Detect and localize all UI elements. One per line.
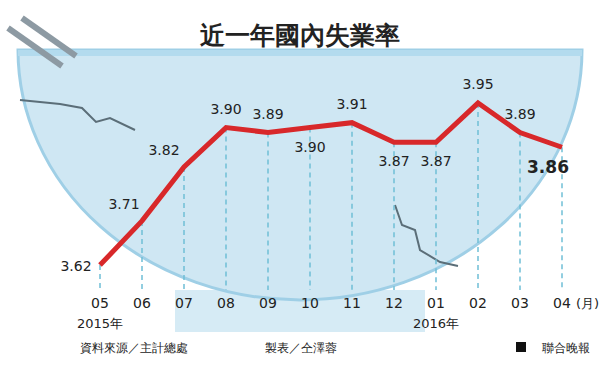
source: 資料來源／主計總處 xyxy=(80,341,188,355)
guide-line xyxy=(267,133,269,290)
publisher-square xyxy=(516,342,526,352)
data-label: 3.89 xyxy=(252,106,283,122)
x-tick-label: 09 xyxy=(259,295,277,311)
guide-line xyxy=(477,103,479,290)
plot-area xyxy=(100,103,562,290)
data-label: 3.87 xyxy=(378,153,409,169)
credit: 製表／仝澤蓉 xyxy=(265,341,337,355)
background xyxy=(0,0,600,388)
data-label: 3.71 xyxy=(108,196,139,212)
x-tick-label: 04 xyxy=(553,295,571,311)
chopstick xyxy=(22,18,76,56)
data-label: 3.90 xyxy=(210,101,241,117)
guide-line xyxy=(225,128,227,290)
data-label: 3.90 xyxy=(294,139,325,155)
guide-line xyxy=(519,133,521,290)
guide-line xyxy=(99,265,101,290)
bowl-band xyxy=(18,50,582,56)
crack xyxy=(20,100,135,130)
x-tick-label: 07 xyxy=(175,295,193,311)
guide-line xyxy=(141,221,143,290)
x-tick-label: 08 xyxy=(217,295,235,311)
guide-line xyxy=(183,167,185,290)
bowl-rim xyxy=(18,50,582,300)
x-tick-label: 12 xyxy=(385,295,403,311)
title: 近一年國內失業率 xyxy=(200,21,400,50)
chopstick xyxy=(8,28,62,66)
data-label: 3.62 xyxy=(60,258,91,274)
year-annotation: 2016年 xyxy=(413,316,459,331)
bowl xyxy=(18,50,582,300)
x-tick-label: 03 xyxy=(511,295,529,311)
guide-line xyxy=(351,123,353,290)
x-tick-label: 11 xyxy=(343,295,361,311)
chart-svg: 近一年國內失業率 3.62 3.71 3.82 3.90 3.89 3.90 3.91 3.87… xyxy=(0,0,600,388)
data-label: 3.91 xyxy=(336,96,367,112)
year-annotation: 2015年 xyxy=(77,316,123,331)
x-axis-label: (月) xyxy=(576,296,599,311)
data-label: 3.89 xyxy=(504,106,535,122)
crack xyxy=(395,205,458,266)
x-tick-label: 10 xyxy=(301,295,319,311)
data-label: 3.95 xyxy=(462,76,493,92)
line xyxy=(100,103,562,265)
x-tick-label: 02 xyxy=(469,295,487,311)
x-tick-label: 01 xyxy=(427,295,445,311)
x-tick-label: 05 xyxy=(91,295,109,311)
publisher: 聯合晚報 xyxy=(542,341,590,355)
chart-container: 近一年國內失業率 3.62 3.71 3.82 3.90 3.89 3.90 3.91 3.87… xyxy=(0,0,600,388)
data-label: 3.86 xyxy=(527,157,569,177)
data-label: 3.87 xyxy=(420,153,451,169)
x-tick-label: 06 xyxy=(133,295,151,311)
data-label: 3.82 xyxy=(148,142,179,158)
